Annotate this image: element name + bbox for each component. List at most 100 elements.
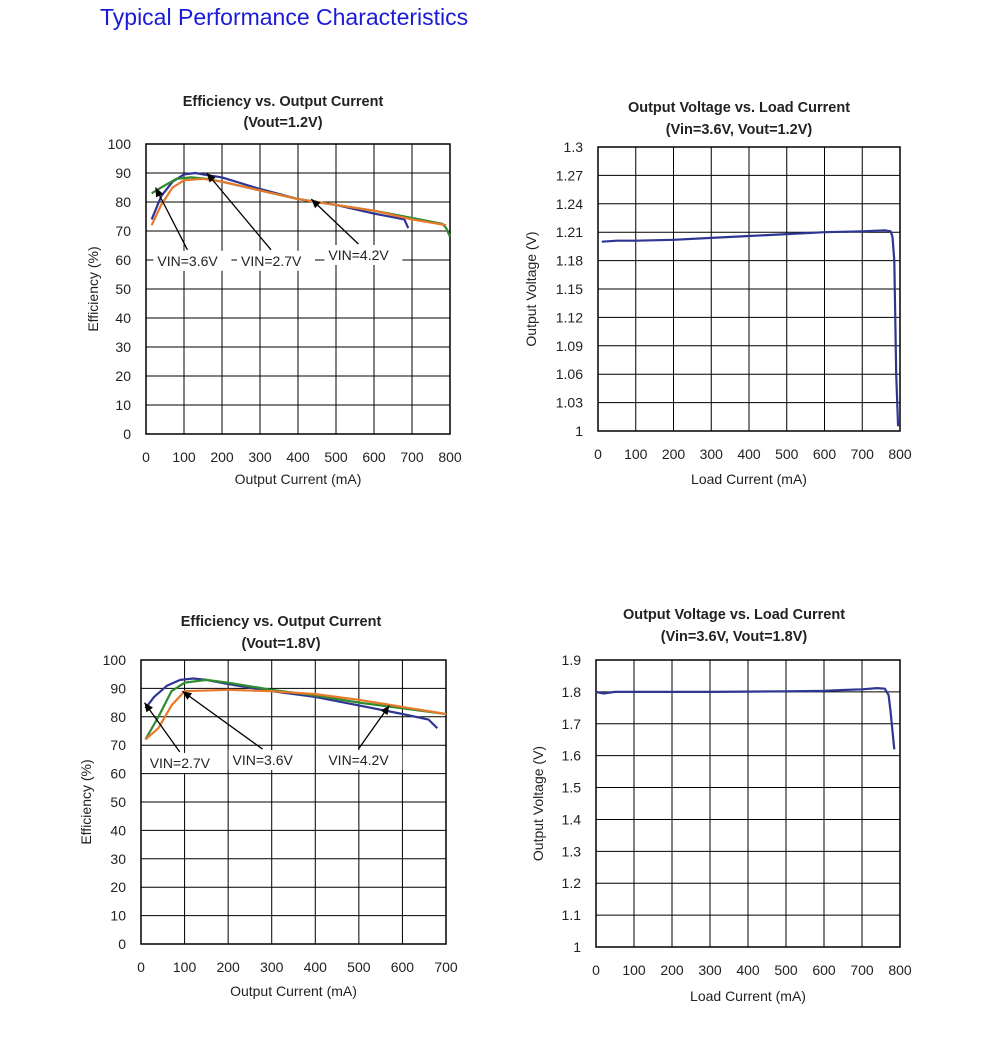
y-tick-label: 1.15 [556, 281, 583, 297]
x-tick-label: 300 [260, 959, 284, 975]
y-tick-label: 80 [115, 194, 131, 210]
x-tick-label: 0 [137, 959, 145, 975]
y-tick-label: 50 [110, 794, 126, 810]
y-axis-label: Output Voltage (V) [530, 746, 546, 861]
annotation-label: VIN=2.7V [150, 755, 211, 771]
x-axis-label: Output Current (mA) [230, 983, 357, 999]
chart-subtitle: (Vout=1.8V) [241, 636, 320, 652]
y-tick-label: 1 [573, 939, 581, 955]
y-tick-label: 1.3 [564, 139, 584, 155]
x-tick-label: 700 [400, 449, 424, 465]
chart-4: Output Voltage vs. Load Current (Vin=3.6V… [530, 607, 912, 1004]
y-tick-label: 1.5 [562, 780, 582, 796]
chart-subtitle: (Vout=1.2V) [243, 115, 322, 131]
annotation-label: VIN=3.6V [233, 752, 294, 768]
y-tick-label: 1.6 [562, 748, 582, 764]
annotation-arrow-head [206, 173, 216, 183]
page-title: Typical Performance Characteristics [100, 4, 469, 30]
series-line-1 [601, 229, 900, 427]
annotation-arrow-line [154, 187, 188, 251]
y-tick-label: 100 [103, 652, 127, 668]
x-tick-label: 400 [737, 446, 761, 462]
y-tick-label: 0 [118, 936, 126, 952]
x-tick-label: 200 [216, 959, 240, 975]
series-line-vin-4-2v [150, 177, 447, 227]
plot-frame [597, 146, 901, 432]
x-tick-label: 600 [812, 962, 836, 978]
y-tick-label: 10 [110, 908, 126, 924]
x-tick-label: 100 [172, 449, 196, 465]
y-tick-label: 1 [575, 423, 583, 439]
y-tick-label: 1.4 [562, 811, 582, 827]
y-tick-label: 20 [115, 368, 131, 384]
annotation-arrow-head [182, 691, 193, 700]
annotation-bg [324, 750, 403, 771]
chart-title: Output Voltage vs. Load Current [628, 100, 850, 116]
y-tick-label: 70 [115, 223, 131, 239]
x-tick-label: 800 [888, 962, 912, 978]
x-axis-label: Load Current (mA) [690, 988, 806, 1004]
chart-3: Efficiency vs. Output Current (Vout=1.8V)… [78, 614, 458, 999]
annotation-arrow-head [144, 702, 153, 713]
y-tick-label: 1.9 [562, 652, 582, 668]
x-tick-label: 600 [391, 959, 415, 975]
annotation-bg [153, 250, 232, 271]
x-tick-label: 0 [142, 449, 150, 465]
x-tick-label: 300 [698, 962, 722, 978]
x-tick-label: 500 [347, 959, 371, 975]
annotation-arrow-head [380, 705, 390, 716]
y-tick-label: 10 [115, 397, 131, 413]
y-tick-label: 40 [110, 822, 126, 838]
x-tick-label: 200 [660, 962, 684, 978]
annotation-arrow-line [310, 198, 359, 245]
x-tick-label: 500 [775, 446, 799, 462]
y-tick-label: 1.06 [556, 366, 583, 382]
y-tick-label: 1.7 [562, 716, 582, 732]
series-line-vin-4-2v [144, 688, 447, 741]
x-tick-label: 200 [210, 449, 234, 465]
series-line-vin-3-6v [144, 678, 447, 741]
y-tick-label: 1.27 [556, 167, 583, 183]
y-tick-label: 1.09 [556, 338, 583, 354]
x-tick-label: 400 [286, 449, 310, 465]
annotation-bg [145, 752, 224, 773]
y-tick-label: 60 [115, 252, 131, 268]
x-tick-label: 0 [592, 962, 600, 978]
x-tick-label: 700 [850, 962, 874, 978]
chart-subtitle: (Vin=3.6V, Vout=1.8V) [661, 629, 808, 645]
y-tick-label: 100 [108, 136, 132, 152]
annotation-arrow-head [155, 187, 164, 198]
plot-frame [145, 143, 451, 435]
x-tick-label: 600 [362, 449, 386, 465]
x-tick-label: 0 [594, 446, 602, 462]
annotation-arrow-line [206, 172, 272, 251]
y-tick-label: 0 [123, 426, 131, 442]
chart-title: Output Voltage vs. Load Current [623, 607, 845, 623]
y-tick-label: 1.03 [556, 395, 583, 411]
series-line-vin-3-6v [151, 176, 452, 238]
series-line-vin-2-7v [150, 171, 410, 229]
y-tick-label: 1.18 [556, 253, 583, 269]
x-tick-label: 800 [888, 446, 912, 462]
x-tick-label: 400 [304, 959, 328, 975]
annotation-bg [324, 245, 403, 265]
x-axis-label: Output Current (mA) [235, 471, 362, 487]
series-line-1 [595, 687, 896, 750]
x-tick-label: 200 [662, 446, 686, 462]
annotation-label: VIN=4.2V [328, 247, 389, 263]
y-axis-label: Efficiency (%) [85, 246, 101, 331]
y-tick-label: 1.24 [556, 196, 583, 212]
annotation-bg [228, 750, 307, 771]
x-tick-label: 500 [774, 962, 798, 978]
annotation-label: VIN=4.2V [328, 752, 389, 768]
y-tick-label: 1.21 [556, 224, 583, 240]
x-tick-label: 300 [248, 449, 272, 465]
y-tick-label: 90 [110, 680, 126, 696]
chart-title: Efficiency vs. Output Current [183, 94, 384, 110]
x-tick-label: 500 [324, 449, 348, 465]
annotation-label: VIN=3.6V [157, 253, 218, 269]
y-tick-label: 20 [110, 879, 126, 895]
x-axis-label: Load Current (mA) [691, 471, 807, 487]
plot-frame [140, 659, 447, 945]
y-tick-label: 1.12 [556, 309, 583, 325]
